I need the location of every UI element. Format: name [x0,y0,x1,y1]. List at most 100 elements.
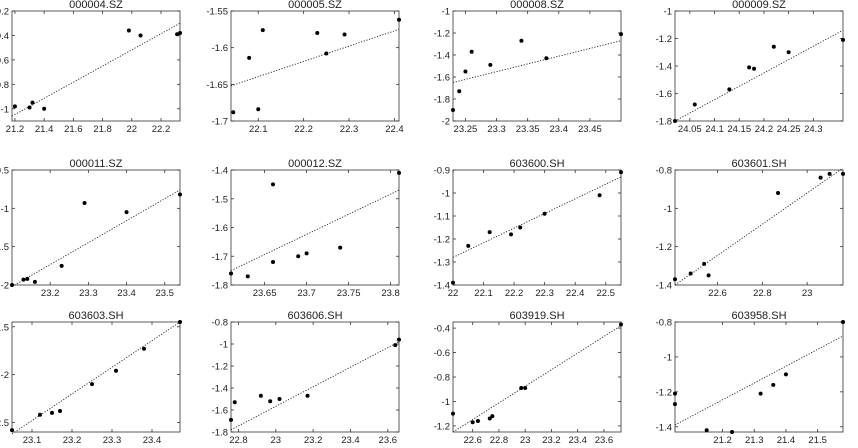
subplot-title: 603601.SH [731,158,786,170]
fit-line [452,40,622,83]
data-point [818,175,823,180]
x-tick-label: 23 [520,435,531,446]
data-point [10,428,14,433]
x-tick-label: 22.8 [490,435,509,446]
subplot-title: 000011.SZ [69,158,122,170]
subplot-title: 603919.SH [509,310,564,322]
y-tick-label: -1.6 [212,223,228,234]
axes-frame [230,321,400,433]
data-point [27,105,32,110]
data-point [487,230,492,235]
data-point [50,410,54,415]
y-tick-label: -0.8 [656,166,672,177]
y-tick-label: -1.2 [434,421,450,432]
x-tick-label: 22.1 [249,124,268,135]
y-tick-label: -1.5 [212,194,228,205]
data-point [619,170,623,175]
fit-line [674,335,844,426]
y-tick-label: -1.4 [434,51,450,62]
y-tick-label: -0.9 [434,166,450,177]
data-point [258,393,263,398]
subplot-title: 000005.SZ [288,0,342,11]
data-point [21,277,26,282]
x-tick-label: 23.8 [381,288,400,299]
subplot: 000012.SZ 23.65 23.7 23.75 23.8 -1.8 -1.7 -1.6 -… [212,158,401,299]
data-point [178,320,182,324]
data-point [509,232,514,237]
x-tick-label: 23.5 [155,288,174,299]
y-tick-label: -1.8 [434,95,450,106]
subplot: 000011.SZ 23.2 23.3 23.4 23.5 -2 -1.5 -1 -0.5 [0,158,182,299]
x-tick-label: 22.6 [708,288,727,299]
y-tick-label: -2.5 [0,418,9,429]
x-tick-label: 22.6 [463,435,482,446]
x-tick-label: 23.65 [253,288,277,299]
data-point [518,225,523,230]
data-point [397,337,401,342]
data-point [324,51,329,56]
data-point [271,260,275,264]
x-tick-label: 23 [271,435,282,446]
subplot: 000005.SZ 22.1 22.2 22.3 22.4 -1.7 -1.65 -1.6 -1… [206,0,403,135]
x-tick-label: 23.2 [63,435,82,446]
y-tick-label: -0.8 [212,318,228,329]
data-point [619,322,623,327]
data-point [124,210,129,215]
y-tick-label: -1.2 [656,34,672,45]
data-point [397,17,401,22]
x-tick-label: 23.3 [103,435,122,446]
y-tick-label: -1.4 [656,422,672,433]
data-point [126,28,131,33]
axes-frame [11,169,181,286]
data-point [304,251,309,256]
data-point [231,110,236,115]
data-point [827,171,832,176]
data-point [457,89,462,94]
fit-line [230,28,400,87]
data-point [268,399,273,404]
data-point [142,346,146,351]
axes-frame [11,321,181,433]
data-point [25,276,30,281]
x-tick-label: 21.6 [64,124,83,135]
data-point [727,87,732,92]
fit-line [674,29,844,122]
data-point [730,430,735,434]
data-point [90,382,94,387]
data-point [597,193,602,198]
data-point [841,37,845,42]
data-point [232,400,237,405]
data-point [245,274,250,279]
data-point [463,69,468,74]
subplot-title: 603958.SH [731,310,786,322]
y-tick-label: -1.2 [212,362,228,373]
y-tick-label: -1.8 [656,117,672,128]
data-point [277,397,282,401]
y-tick-label: -0.2 [0,7,9,18]
axes-frame [11,10,181,122]
axes-frame [674,321,844,433]
data-point [519,38,524,43]
data-point [542,211,547,216]
y-tick-label: -1.4 [434,281,450,292]
data-point [451,280,455,285]
data-point [488,62,493,67]
y-tick-label: -0.4 [0,31,9,42]
data-point [178,31,182,35]
subplot: 603958.SH 21.2 21.3 21.4 21.5 -1.4 -1.2 -1 -0.8 [656,310,845,446]
fit-line [230,341,400,431]
y-tick-label: -1.2 [434,29,450,40]
y-tick-label: -1 [442,397,450,408]
x-tick-label: 22.5 [596,288,615,299]
x-tick-label: 22.4 [385,124,404,135]
subplot-title: 000008.SZ [510,0,564,11]
y-tick-label: -2 [1,281,9,292]
data-point [42,106,47,111]
x-tick-label: 22.8 [229,435,248,446]
data-point [82,200,87,205]
x-tick-label: 21.2 [6,124,25,135]
subplot: 000004.SZ 21.2 21.4 21.6 21.8 22 22.2 -1 -0.8 -0.… [0,0,182,135]
data-point [841,320,845,324]
x-tick-label: 22.3 [535,288,554,299]
